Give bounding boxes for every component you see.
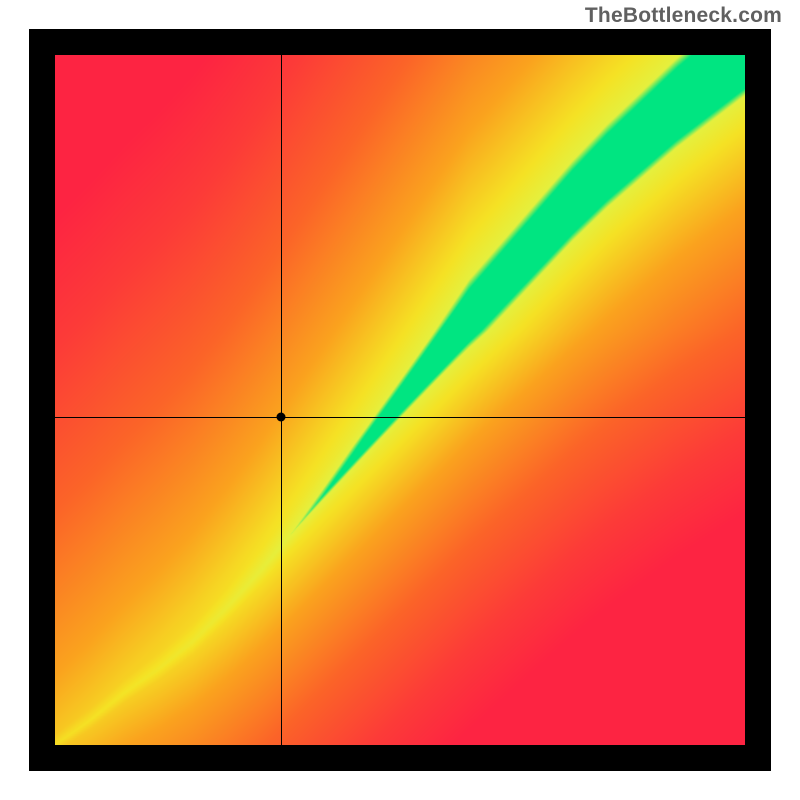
marker-dot [276, 412, 285, 421]
crosshair-horizontal [55, 417, 745, 418]
plot-border [29, 29, 771, 771]
watermark-text: TheBottleneck.com [585, 4, 782, 28]
crosshair-vertical [281, 55, 282, 745]
plot-area [55, 55, 745, 745]
heatmap-canvas [55, 55, 745, 745]
